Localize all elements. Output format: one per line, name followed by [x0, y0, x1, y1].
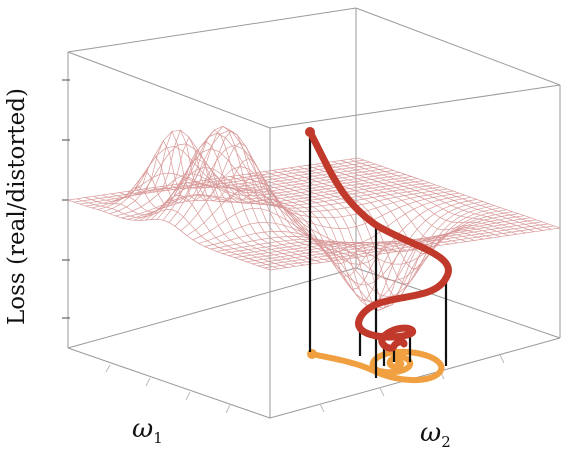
mesh-line: [289, 167, 492, 254]
mesh-line: [67, 199, 271, 271]
mesh-line: [221, 177, 424, 290]
omega2-subscript: 2: [441, 433, 451, 452]
mesh-line: [315, 163, 518, 235]
mesh-line: [306, 165, 509, 236]
bounding-box-front: [67, 51, 561, 419]
mesh-line: [255, 172, 458, 308]
omega1-subscript: 1: [153, 429, 163, 448]
mesh-line: [144, 129, 347, 260]
bounding-box-back: [67, 7, 561, 349]
mesh-line: [110, 141, 313, 265]
mesh-line: [332, 161, 535, 233]
mesh-line: [119, 129, 322, 263]
loss-surface-mesh: [67, 125, 561, 311]
omega2-symbol: ω: [420, 418, 442, 448]
mesh-line: [357, 157, 561, 229]
omega1-symbol: ω: [132, 414, 154, 444]
mesh-line: [340, 160, 544, 231]
mesh-line: [323, 162, 527, 234]
mesh-line: [178, 174, 382, 255]
mesh-line: [229, 176, 433, 302]
mesh-line: [264, 171, 467, 298]
mesh-line: [170, 162, 373, 256]
trajectory-3d: [306, 128, 452, 352]
x-ticks: [105, 354, 505, 414]
mesh-line: [84, 194, 288, 268]
mesh-line: [212, 178, 416, 277]
trajectory-projection-start: [307, 349, 317, 359]
trajectory-3d-start: [305, 127, 315, 137]
x-axis-label-omega2: ω2: [420, 418, 451, 451]
mesh-line: [187, 182, 390, 254]
mesh-line: [127, 125, 330, 262]
y-ticks: [62, 79, 70, 319]
y-axis-label: Loss (real/distorted): [4, 88, 30, 325]
mesh-line: [136, 130, 339, 261]
x-axis-label-omega1: ω1: [132, 414, 163, 447]
mesh-line: [349, 158, 552, 230]
mesh-line: [76, 198, 279, 270]
